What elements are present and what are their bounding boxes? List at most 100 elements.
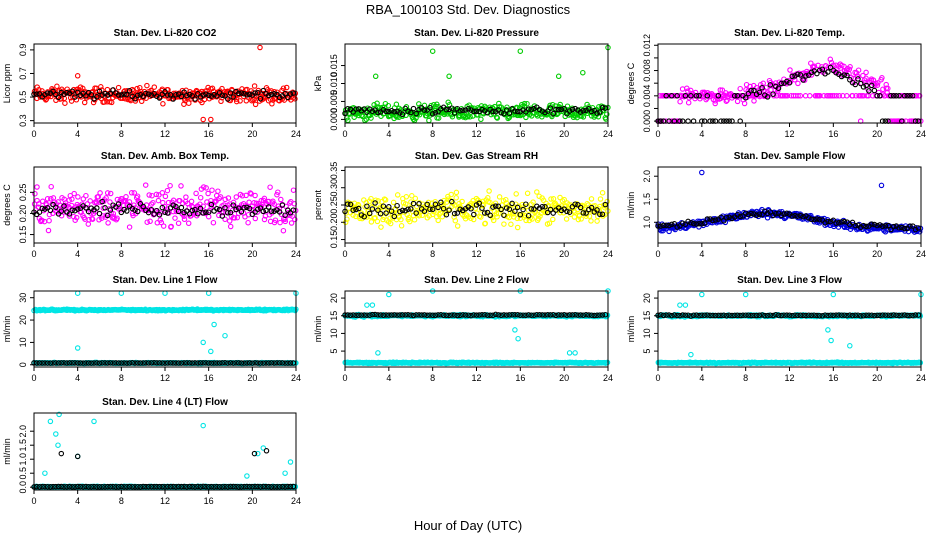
data-point (847, 64, 853, 70)
data-point (679, 86, 686, 92)
hourly-point (550, 110, 556, 117)
data-point (394, 114, 400, 120)
x-tick-label: 12 (471, 249, 481, 259)
data-point (45, 227, 52, 234)
x-tick-label: 12 (784, 129, 794, 139)
hourly-point (178, 204, 185, 211)
hourly-point (353, 206, 359, 213)
data-point-outlier (200, 116, 206, 123)
hourly-point (383, 108, 389, 115)
hourly-point (544, 209, 551, 216)
data-point (407, 218, 413, 225)
panel-title: Stan. Dev. Li-820 CO2 (114, 28, 217, 39)
hourly-point (599, 104, 606, 111)
data-point-outlier (205, 290, 212, 296)
hourly-point (265, 92, 272, 99)
hourly-point (874, 93, 880, 99)
hourly-point (353, 106, 359, 112)
hourly-point (440, 205, 447, 212)
data-point (496, 100, 502, 107)
y-tick-label: 0.25 (18, 184, 28, 202)
data-point (524, 190, 531, 197)
data-point (787, 79, 794, 85)
hourly-point (495, 107, 502, 113)
data-point (677, 98, 683, 105)
hourly-point (745, 90, 752, 97)
data-point (863, 75, 869, 82)
data-point (382, 197, 389, 203)
hourly-point (244, 92, 250, 98)
x-tick-label: 24 (291, 373, 301, 383)
hourly-point (238, 90, 245, 96)
hourly-point (742, 95, 749, 101)
data-point-outlier (512, 327, 518, 333)
x-tick-label: 16 (204, 129, 214, 139)
data-point (164, 187, 171, 194)
hourly-point (53, 91, 59, 98)
data-point (741, 100, 748, 107)
hourly-point (520, 206, 526, 213)
hourly-point (102, 205, 108, 211)
data-point (247, 190, 254, 196)
data-point (561, 196, 567, 203)
hourly-point (118, 92, 125, 98)
hourly-point (61, 203, 67, 209)
hourly-point (748, 87, 754, 94)
panel-y-label: Licor ppm (2, 64, 12, 104)
data-point (178, 183, 184, 189)
data-point (807, 93, 813, 99)
x-tick-label: 24 (291, 249, 301, 259)
hourly-point (668, 93, 675, 99)
data-point (355, 202, 362, 209)
data-point (482, 220, 489, 227)
data-point-outlier (222, 332, 228, 339)
data-point (125, 96, 131, 103)
hourly-point (214, 93, 220, 99)
data-points (31, 182, 299, 234)
hourly-point (481, 210, 488, 216)
data-point (213, 198, 219, 204)
x-tick-label: 24 (603, 249, 613, 259)
y-tick-label: 0 (18, 362, 28, 367)
hourly-point (577, 109, 584, 115)
hourly-point (512, 108, 518, 114)
hourly-point (134, 208, 141, 215)
data-point (514, 224, 521, 231)
data-point (292, 96, 298, 102)
data-point (205, 213, 212, 220)
hourly-point (246, 91, 253, 98)
hourly-point (216, 206, 223, 213)
hourly-point (164, 92, 171, 98)
data-point (597, 196, 604, 202)
data-point (252, 101, 259, 108)
hourly-point (501, 212, 507, 218)
data-point (880, 86, 886, 93)
hourly-point (457, 206, 463, 213)
x-tick-label: 20 (247, 129, 257, 139)
data-point (185, 220, 192, 227)
data-point (237, 98, 243, 104)
data-point (97, 190, 103, 196)
data-point (374, 100, 380, 107)
panel-y-label: degrees C (2, 184, 12, 226)
hourly-point (208, 93, 215, 99)
hourly-point (203, 91, 209, 97)
hourly-point (96, 210, 103, 217)
hourly-point (361, 213, 367, 220)
hourly-point (476, 200, 482, 207)
hourly-point (74, 89, 81, 96)
x-tick-label: 12 (160, 129, 170, 139)
hourly-point (479, 106, 485, 113)
hourly-point (498, 206, 504, 213)
data-point (390, 199, 397, 206)
x-tick-label: 24 (603, 129, 613, 139)
hourly-point (857, 80, 864, 87)
data-point (209, 85, 216, 92)
data-point (493, 114, 500, 120)
panel-4: Stan. Dev. Amb. Box Temp.degrees C0 4 8 12 1… (2, 151, 301, 259)
data-point (157, 217, 164, 223)
data-point (153, 191, 160, 198)
hourly-point (803, 73, 809, 79)
hourly-point (88, 205, 95, 211)
